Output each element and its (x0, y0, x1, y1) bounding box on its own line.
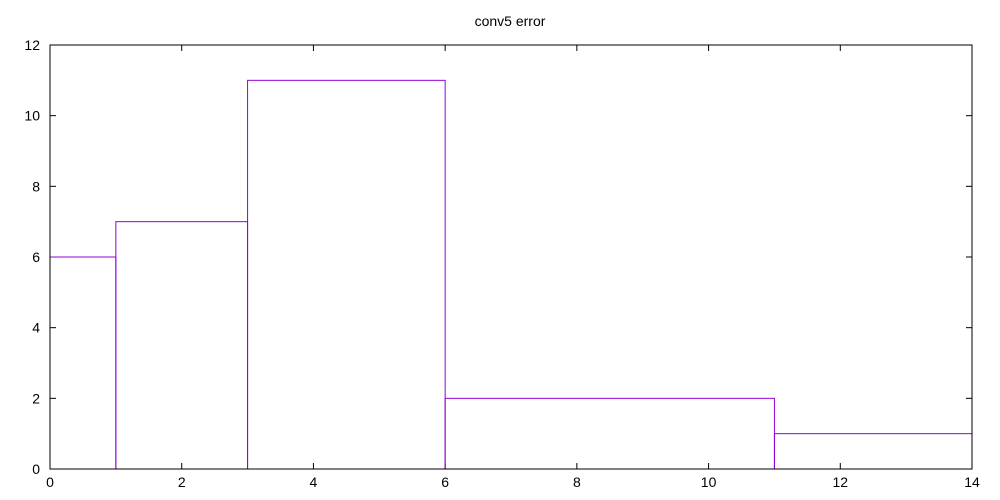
y-tick-label-5: 10 (24, 108, 40, 124)
x-tick-label-5: 10 (701, 474, 717, 490)
y-tick-label-2: 4 (32, 320, 40, 336)
y-tick-label-1: 2 (32, 390, 40, 406)
y-tick-label-3: 6 (32, 249, 40, 265)
x-tick-label-2: 4 (310, 474, 318, 490)
chart-title: conv5 error (475, 13, 546, 29)
tick-labels-layer: 0 2 4 6 8 10 12 14 0 2 4 6 8 10 12 (24, 37, 980, 490)
x-tick-label-1: 2 (178, 474, 186, 490)
x-tick-label-0: 0 (46, 474, 54, 490)
y-tick-label-0: 0 (32, 461, 40, 477)
plot-frame (49, 44, 973, 470)
x-tick-label-3: 6 (441, 474, 449, 490)
x-tick-label-4: 8 (573, 474, 581, 490)
y-tick-label-6: 12 (24, 37, 40, 53)
x-tick-label-6: 12 (832, 474, 848, 490)
x-tick-label-7: 14 (964, 474, 980, 490)
y-tick-label-4: 8 (32, 178, 40, 194)
